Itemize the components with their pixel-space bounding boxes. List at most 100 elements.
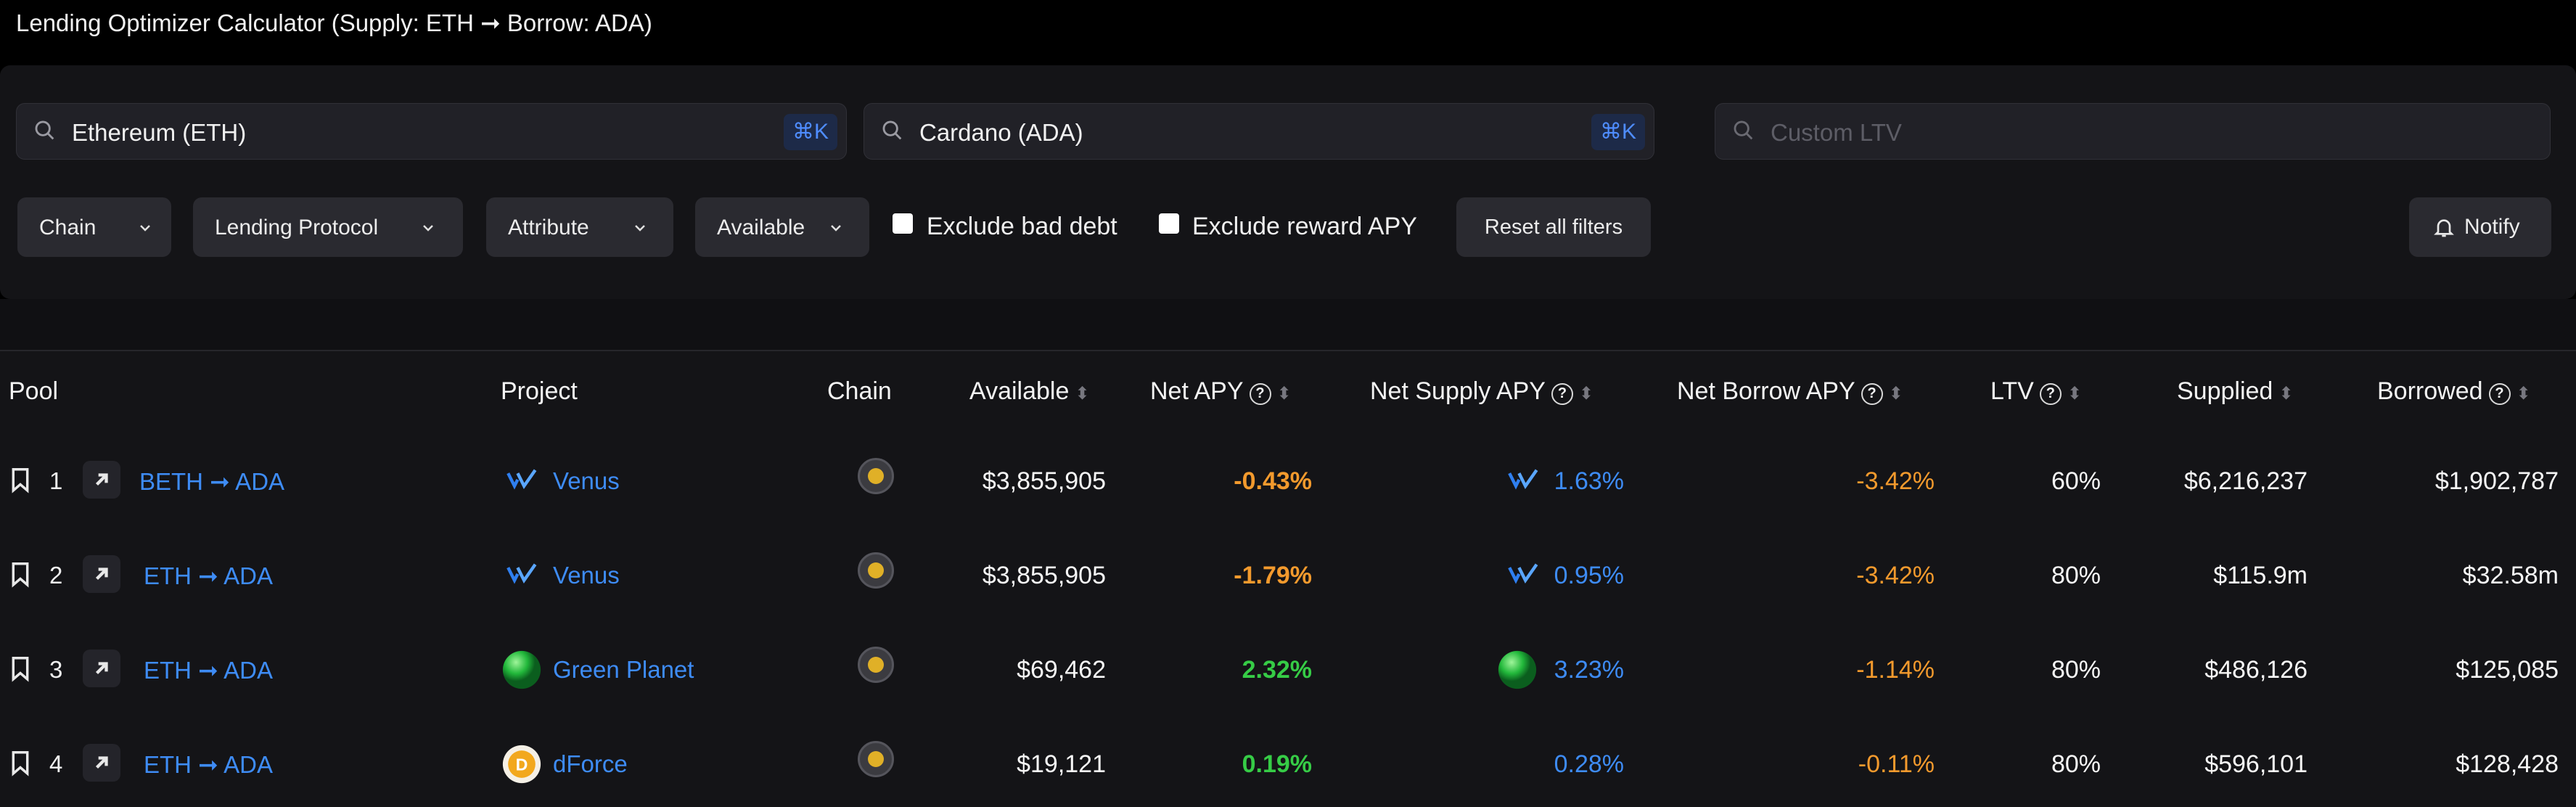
net-supply-apy-value[interactable]: 0.95% (1554, 562, 1624, 589)
shortcut-badge: ⌘K (1591, 114, 1645, 150)
pool-link[interactable]: ETH ➞ ADA (144, 562, 274, 589)
column-header-available[interactable]: Available ⬍ (969, 377, 1090, 405)
borrowed-value: $128,428 (2456, 750, 2559, 778)
arrow-up-right-icon (95, 473, 108, 486)
search-icon (1734, 120, 1753, 140)
supplied-value: $115.9m (2213, 562, 2308, 589)
borrow-asset-value[interactable]: Cardano (ADA) (919, 119, 1083, 146)
external-link-button[interactable] (83, 555, 120, 593)
project-link[interactable]: Venus (553, 467, 620, 494)
custom-ltv-input[interactable]: Custom LTV (1715, 103, 2551, 160)
column-header-net-apy[interactable]: Net APY? ⬍ (1150, 377, 1292, 405)
pool-link[interactable]: ETH ➞ ADA (144, 657, 274, 684)
column-header-net-borrow-apy[interactable]: Net Borrow APY? ⬍ (1677, 377, 1903, 405)
chevron-down-icon (140, 225, 150, 232)
column-header-borrowed[interactable]: Borrowed? ⬍ (2377, 377, 2531, 405)
bnb-chain-icon (858, 647, 894, 683)
available-value: $19,121 (1017, 750, 1106, 778)
venus-logo-icon (506, 468, 538, 496)
arrow-up-right-icon (95, 662, 108, 675)
column-header-project[interactable]: Project (501, 377, 578, 405)
pool-link[interactable]: BETH ➞ ADA (139, 468, 285, 495)
shortcut-badge: ⌘K (784, 114, 837, 150)
attribute-dropdown[interactable]: Attribute (486, 197, 673, 257)
bnb-chain-icon (858, 741, 894, 777)
reset-filters-button[interactable]: Reset all filters (1456, 197, 1651, 257)
borrow-asset-search[interactable]: Cardano (ADA) ⌘K (864, 103, 1654, 160)
column-header-chain[interactable]: Chain (827, 377, 892, 405)
external-link-button[interactable] (83, 744, 120, 782)
available-dropdown[interactable]: Available (695, 197, 869, 257)
bookmark-icon[interactable] (10, 467, 30, 493)
chain-filter-label: Chain (39, 216, 97, 239)
supply-asset-value[interactable]: Ethereum (ETH) (72, 119, 247, 146)
exclude-bad-debt-checkbox[interactable] (893, 213, 913, 234)
borrowed-value: $1,902,787 (2435, 467, 2559, 495)
help-icon[interactable]: ? (1249, 383, 1271, 405)
row-rank: 4 (49, 750, 63, 777)
bookmark-icon[interactable] (10, 656, 30, 682)
bnb-chain-icon (858, 458, 894, 494)
bnb-chain-icon (858, 552, 894, 589)
net-apy-value: -1.79% (1234, 562, 1312, 589)
column-header-ltv[interactable]: LTV? ⬍ (1990, 377, 2082, 405)
column-header-supplied[interactable]: Supplied ⬍ (2177, 377, 2294, 405)
sort-icon[interactable]: ⬍ (1888, 384, 1903, 404)
row-rank: 2 (49, 562, 63, 589)
net-apy-value: 2.32% (1242, 656, 1312, 684)
help-icon[interactable]: ? (1861, 383, 1883, 405)
svg-text:D: D (516, 755, 528, 774)
external-link-button[interactable] (83, 650, 120, 687)
external-link-button[interactable] (83, 461, 120, 499)
supply-asset-search[interactable]: Ethereum (ETH) ⌘K (16, 103, 847, 160)
pools-table (0, 350, 2576, 807)
sort-icon[interactable]: ⬍ (1578, 384, 1594, 404)
net-supply-apy-value[interactable]: 0.28% (1554, 750, 1624, 778)
sort-icon[interactable]: ⬍ (1276, 384, 1292, 404)
row-rank: 3 (49, 656, 63, 683)
pool-link[interactable]: ETH ➞ ADA (144, 751, 274, 778)
supplied-value: $6,216,237 (2183, 467, 2308, 495)
ltv-value: 80% (2051, 562, 2101, 589)
column-header-net-supply-apy[interactable]: Net Supply APY? ⬍ (1370, 377, 1594, 405)
help-icon[interactable]: ? (2488, 383, 2511, 405)
supplied-value: $486,126 (2204, 656, 2308, 684)
exclude-bad-debt-label: Exclude bad debt (927, 213, 1117, 240)
custom-ltv-placeholder[interactable]: Custom LTV (1771, 119, 1902, 146)
borrowed-value: $125,085 (2456, 656, 2559, 684)
bookmark-icon[interactable] (10, 562, 30, 588)
exclude-reward-apy-label: Exclude reward APY (1192, 213, 1417, 240)
bookmark-icon[interactable] (10, 750, 30, 777)
help-icon[interactable]: ? (1551, 383, 1573, 405)
help-icon[interactable]: ? (2039, 383, 2062, 405)
project-link[interactable]: Venus (553, 562, 620, 589)
net-borrow-apy-value[interactable]: -3.42% (1856, 467, 1935, 495)
sort-icon[interactable]: ⬍ (2516, 384, 2531, 404)
net-borrow-apy-value[interactable]: -1.14% (1856, 656, 1935, 684)
sort-icon[interactable]: ⬍ (2067, 384, 2082, 404)
net-borrow-apy-value[interactable]: -3.42% (1856, 562, 1935, 589)
net-supply-apy-value[interactable]: 3.23% (1554, 656, 1624, 684)
available-label: Available (717, 216, 805, 239)
exclude-reward-apy-checkbox[interactable] (1159, 213, 1179, 234)
net-supply-apy-value[interactable]: 1.63% (1554, 467, 1624, 495)
lending-protocol-dropdown[interactable]: Lending Protocol (193, 197, 463, 257)
green-planet-logo-icon (1496, 649, 1538, 695)
sort-icon[interactable]: ⬍ (1075, 384, 1090, 404)
notify-button[interactable]: Notify (2409, 197, 2551, 257)
page-title: Lending Optimizer Calculator (Supply: ET… (16, 9, 652, 36)
chain-filter-dropdown[interactable]: Chain (17, 197, 171, 257)
net-apy-value: 0.19% (1242, 750, 1312, 778)
ltv-value: 80% (2051, 656, 2101, 684)
sort-icon[interactable]: ⬍ (2278, 384, 2294, 404)
net-borrow-apy-value[interactable]: -0.11% (1858, 750, 1935, 778)
venus-logo-icon (1508, 562, 1540, 591)
column-header-pool[interactable]: Pool (9, 377, 59, 405)
lending-protocol-label: Lending Protocol (215, 216, 379, 239)
search-icon (35, 120, 54, 140)
chevron-down-icon (635, 225, 645, 232)
project-link[interactable]: dForce (553, 750, 628, 777)
project-link[interactable]: Green Planet (553, 656, 694, 683)
supplied-value: $596,101 (2204, 750, 2308, 778)
row-rank: 1 (49, 467, 63, 494)
